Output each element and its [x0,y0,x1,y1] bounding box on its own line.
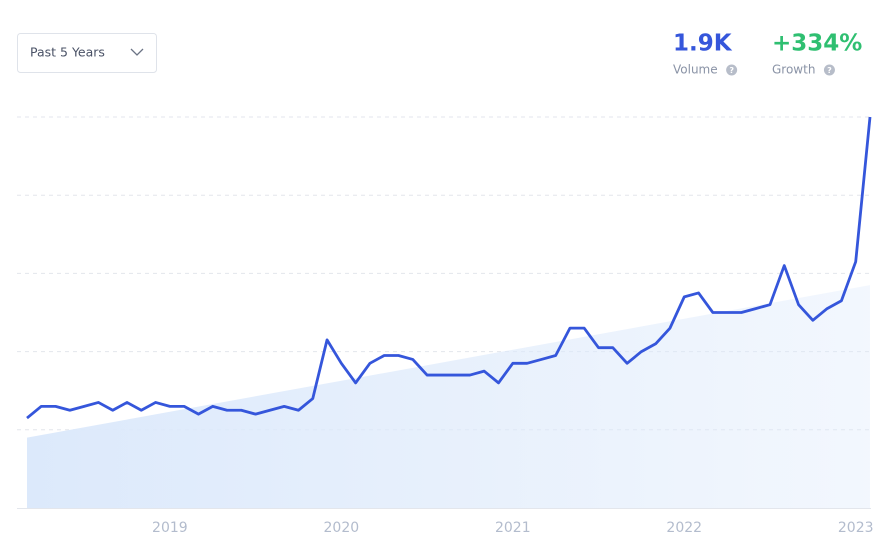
stat-label: Volume [673,63,718,77]
help-icon[interactable] [823,64,835,76]
trend-area [27,285,870,508]
dropdown-box[interactable] [17,33,157,73]
help-icon[interactable] [726,64,738,76]
chevron-icon[interactable] [130,48,144,56]
x-tick-label: 2022 [666,520,702,536]
chart: 2019 2020 2021 2022 2023 [17,116,874,536]
trend-line [26,116,872,420]
help-icon-glyph[interactable]: ? [729,66,734,75]
x-tick-label: 2019 [152,520,188,536]
stat-value: +334% [772,31,862,57]
period-dropdown[interactable]: Past 5 Years [17,33,157,73]
x-tick-label: 2023 [838,520,874,536]
dropdown-label[interactable]: Past 5 Years [30,45,105,60]
stat-label: Growth [772,63,815,77]
help-icon-glyph[interactable]: ? [827,66,832,75]
stats: 1.9K Volume ? +334% Growth? [673,31,862,77]
x-tick-label: 2020 [324,520,360,536]
stat-value: 1.9K [673,31,733,57]
x-tick-label: 2021 [495,520,531,536]
